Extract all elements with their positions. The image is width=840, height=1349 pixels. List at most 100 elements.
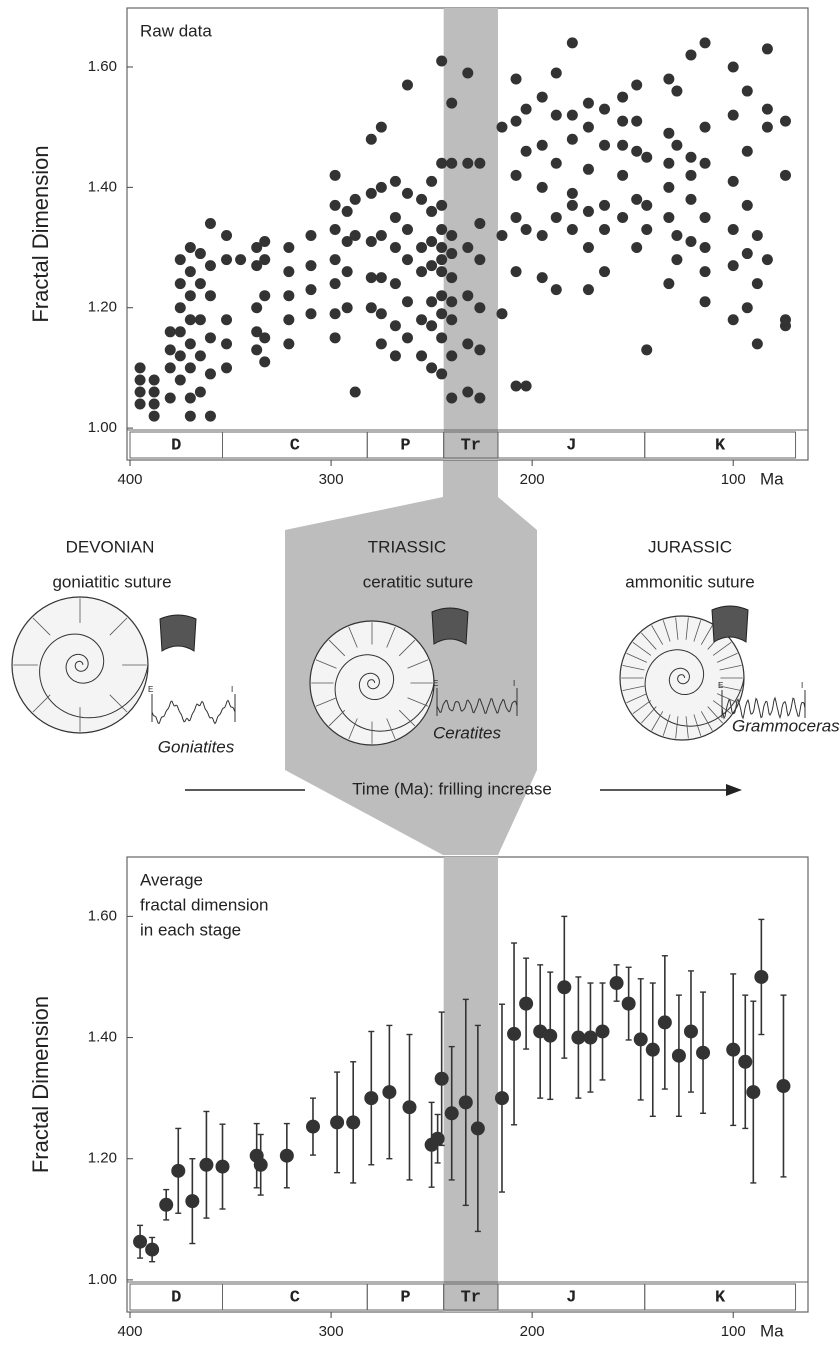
mean-point: [254, 1158, 268, 1172]
data-point: [551, 68, 562, 79]
data-point: [221, 362, 232, 373]
data-point: [617, 212, 628, 223]
data-point: [762, 43, 773, 54]
data-point: [700, 37, 711, 48]
data-point: [436, 200, 447, 211]
suture-end-label: I: [801, 681, 803, 690]
data-point: [599, 104, 610, 115]
data-point: [366, 188, 377, 199]
mean-point: [596, 1024, 610, 1038]
period-label: C: [290, 436, 300, 455]
y-tick-label: 1.40: [88, 1029, 117, 1046]
mean-point: [622, 997, 636, 1011]
mean-point: [216, 1160, 230, 1174]
data-point: [583, 242, 594, 253]
suture-end-label: E: [718, 681, 723, 690]
mean-point: [658, 1015, 672, 1029]
genus: Grammoceras: [732, 716, 840, 735]
data-point: [426, 236, 437, 247]
data-point: [305, 308, 316, 319]
data-point: [474, 254, 485, 265]
data-point: [342, 302, 353, 313]
data-point: [283, 314, 294, 325]
data-point: [402, 188, 413, 199]
data-point: [583, 122, 594, 133]
data-point: [663, 182, 674, 193]
data-point: [221, 314, 232, 325]
data-point: [685, 49, 696, 60]
data-point: [511, 170, 522, 181]
data-point: [426, 320, 437, 331]
chart: DCPTrJK1.001.201.401.60400300200100MaFra…: [28, 8, 808, 488]
x-tick-label: 100: [721, 1323, 746, 1340]
data-point: [567, 224, 578, 235]
data-point: [283, 338, 294, 349]
data-point: [446, 296, 457, 307]
data-point: [376, 308, 387, 319]
mean-point: [646, 1043, 660, 1057]
data-point: [700, 122, 711, 133]
mean-point: [382, 1085, 396, 1099]
data-point: [446, 393, 457, 404]
x-tick-label: 300: [319, 471, 344, 488]
mean-point: [364, 1091, 378, 1105]
data-point: [567, 188, 578, 199]
mean-point: [471, 1121, 485, 1135]
data-point: [259, 290, 270, 301]
period-label: D: [171, 436, 181, 455]
data-point: [537, 230, 548, 241]
data-point: [330, 278, 341, 289]
data-point: [165, 344, 176, 355]
data-point: [474, 218, 485, 229]
data-point: [617, 116, 628, 127]
y-axis-label: Fractal Dimension: [28, 996, 53, 1173]
data-point: [426, 296, 437, 307]
data-point: [402, 80, 413, 91]
data-point: [305, 230, 316, 241]
period-label: J: [566, 436, 576, 455]
data-point: [728, 176, 739, 187]
period-label: Tr: [461, 1288, 481, 1307]
data-point: [402, 224, 413, 235]
data-point: [283, 242, 294, 253]
data-point: [135, 386, 146, 397]
data-point: [416, 194, 427, 205]
data-point: [617, 92, 628, 103]
period-name: TRIASSIC: [368, 537, 446, 556]
data-point: [251, 302, 262, 313]
data-point: [205, 218, 216, 229]
data-point: [205, 332, 216, 343]
data-point: [631, 242, 642, 253]
suture-end-label: I: [231, 685, 233, 694]
data-point: [462, 386, 473, 397]
data-point: [390, 212, 401, 223]
data-point: [175, 302, 186, 313]
chart-annotation: in each stage: [140, 920, 241, 939]
data-point: [330, 308, 341, 319]
data-point: [165, 362, 176, 373]
data-point: [376, 338, 387, 349]
data-point: [376, 182, 387, 193]
data-point: [416, 314, 427, 325]
data-point: [752, 278, 763, 289]
data-point: [617, 170, 628, 181]
mean-point: [634, 1032, 648, 1046]
data-point: [521, 380, 532, 391]
data-point: [402, 254, 413, 265]
data-point: [685, 194, 696, 205]
arrow-head: [726, 784, 742, 796]
whorl-section: [160, 615, 196, 651]
data-point: [175, 254, 186, 265]
period-label: K: [715, 1288, 726, 1307]
data-point: [426, 260, 437, 271]
mean-point: [435, 1072, 449, 1086]
data-point: [195, 350, 206, 361]
x-tick-label: 400: [118, 471, 143, 488]
data-point: [259, 254, 270, 265]
data-point: [305, 260, 316, 271]
data-point: [663, 74, 674, 85]
data-point: [185, 393, 196, 404]
data-point: [366, 134, 377, 145]
data-point: [700, 212, 711, 223]
period-label: P: [400, 436, 410, 455]
